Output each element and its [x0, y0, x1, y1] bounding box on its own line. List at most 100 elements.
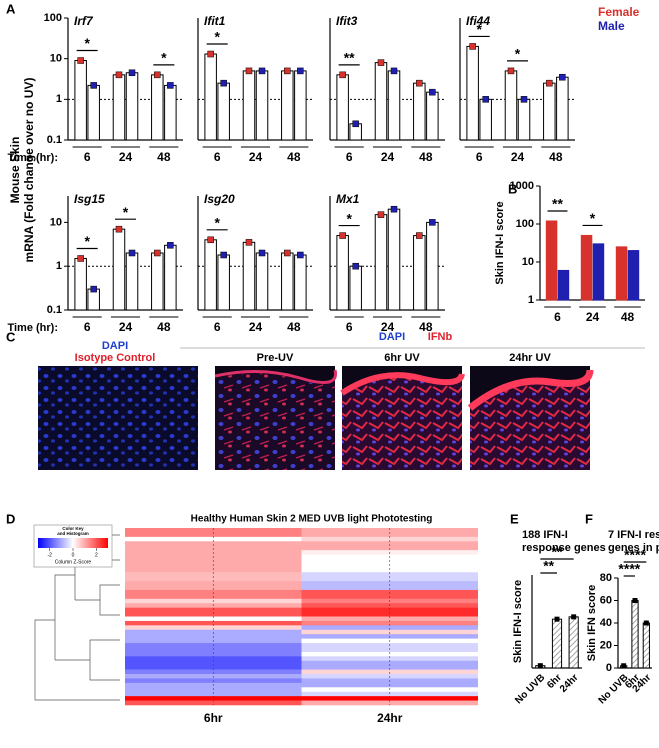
y-tick-label: 20 — [600, 639, 612, 651]
bar — [294, 254, 307, 311]
heatmap-cell — [125, 665, 302, 670]
bar — [336, 235, 349, 311]
mean-marker — [207, 50, 214, 58]
y-axis-label: Skin IFN-I score — [494, 201, 506, 284]
chart-title: Isg15 — [74, 192, 105, 206]
mean-marker — [429, 219, 436, 226]
heatmap-cell — [301, 607, 478, 613]
bar — [551, 618, 563, 669]
uv24-tissue — [470, 372, 590, 470]
x-tick-label: 6 — [346, 320, 353, 334]
mean-marker — [220, 79, 227, 87]
bar — [413, 82, 426, 141]
x-tick-label: 24 — [119, 150, 133, 164]
significance-label: * — [590, 210, 596, 226]
y-tick-label: 0 — [606, 662, 612, 674]
heatmap-cell — [301, 651, 478, 657]
mean-marker — [632, 598, 638, 603]
y-tick-label: 40 — [600, 617, 612, 629]
y-tick-label: 10 — [50, 53, 62, 65]
bar — [336, 74, 349, 141]
significance-label: ** — [552, 196, 563, 212]
x-tick-label: 24 — [249, 320, 263, 334]
mean-marker — [377, 59, 385, 66]
image-label: Pre-UV — [257, 352, 294, 364]
heatmap-cell — [301, 572, 478, 577]
y-tick-label: 1 — [56, 93, 62, 105]
panel-label: B — [508, 181, 517, 196]
bar — [74, 257, 87, 311]
x-tick-label: 24hr — [558, 672, 581, 695]
uv6-tissue — [342, 376, 462, 470]
heatmap-cell — [125, 620, 302, 626]
chart-title: 188 IFN-I — [522, 529, 568, 541]
bar — [387, 70, 401, 141]
heatmap-cell — [125, 572, 302, 577]
mean-marker — [554, 616, 560, 622]
mean-marker — [520, 96, 528, 103]
bar — [426, 91, 439, 141]
key-gradient — [38, 538, 108, 548]
y-tick-label: 0.1 — [47, 134, 62, 146]
heatmap-cell — [125, 607, 302, 613]
x-tick-label: 48 — [419, 150, 433, 164]
mean-marker — [115, 225, 123, 233]
x-axis-label: Time (hr): — [7, 322, 58, 334]
bar — [349, 265, 362, 311]
y-axis-title: Mouse Skin — [8, 137, 22, 204]
significance-label: * — [84, 233, 90, 249]
heatmap-cell — [125, 536, 302, 542]
bar — [281, 252, 294, 311]
bar — [151, 252, 164, 311]
bar — [545, 220, 558, 301]
mean-marker — [571, 614, 577, 620]
mean-marker — [128, 249, 136, 257]
mean-marker — [167, 82, 174, 89]
significance-label: * — [515, 46, 521, 62]
y-tick-label: 1000 — [510, 180, 534, 192]
bar — [112, 228, 126, 311]
panel-label: D — [6, 511, 15, 526]
heatmap-cell — [301, 660, 478, 666]
mean-marker — [377, 211, 385, 218]
micrographs — [38, 347, 645, 470]
heatmap-cell — [301, 620, 478, 626]
mean-marker — [507, 67, 515, 75]
mean-marker — [643, 620, 649, 626]
ifnb-label: IFNb — [428, 331, 453, 343]
bar — [242, 241, 256, 311]
y-axis-label: Skin IFN-I score — [512, 580, 524, 663]
mean-marker — [416, 232, 423, 239]
mean-marker — [621, 663, 627, 669]
bar — [112, 74, 126, 141]
mean-marker — [390, 205, 398, 213]
key-label: Column Z-Score — [55, 559, 92, 565]
x-tick-label: 24 — [119, 320, 133, 334]
x-tick-label: 48 — [419, 320, 433, 334]
ifnb-dapi: DAPI — [379, 331, 405, 343]
heatmap-cell — [301, 612, 478, 617]
x-tick-label: 6 — [346, 150, 353, 164]
heatmap-cell — [301, 669, 478, 675]
mean-marker — [297, 67, 304, 75]
chart-title: Ifit3 — [336, 14, 358, 28]
heatmap-cell — [125, 585, 302, 591]
x-tick-label: No UVB — [513, 672, 547, 706]
mean-marker — [352, 262, 359, 270]
image-label: 24hr UV — [509, 352, 551, 364]
heatmap-cell — [125, 576, 302, 582]
significance-label: * — [123, 204, 129, 220]
mean-marker — [90, 285, 97, 293]
heatmap-cell — [125, 691, 302, 697]
x-tick-label: 48 — [287, 320, 301, 334]
bar — [387, 208, 401, 311]
x-tick-label: 48 — [621, 310, 635, 324]
x-tick-label: 24 — [381, 150, 395, 164]
mean-marker — [546, 79, 553, 87]
heatmap-cell — [125, 612, 302, 617]
mean-marker — [339, 71, 346, 79]
chart-title: Ifit1 — [204, 14, 226, 28]
heatmap-cell — [125, 669, 302, 675]
heatmap-cell — [301, 581, 478, 586]
